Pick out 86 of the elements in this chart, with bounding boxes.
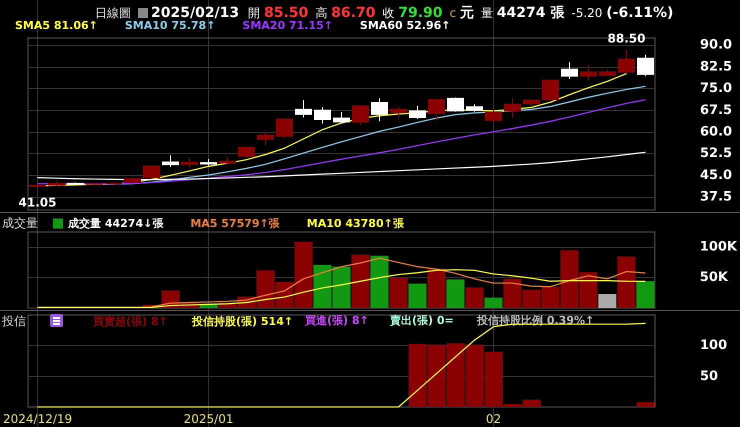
candlestick <box>447 97 464 112</box>
candlestick <box>580 64 597 81</box>
y-tick-label: 37.5 <box>700 189 732 204</box>
candlestick <box>29 184 46 188</box>
text: 高 86.70 <box>315 4 376 20</box>
text: 投信持股(張) 514↑ <box>191 315 294 328</box>
legend-label: 成交量 44274↓張 <box>67 217 164 230</box>
y-tick-label: 100K <box>700 240 738 255</box>
candlestick <box>352 105 369 126</box>
text: 量 44274 張 <box>480 5 564 21</box>
candlestick <box>599 69 616 77</box>
candlestick <box>105 182 122 185</box>
candlestick <box>67 182 84 186</box>
x-tick-label: 2024/12/19 <box>2 412 72 426</box>
bar <box>598 294 616 308</box>
text: 買賣超(張) 8↑ <box>92 315 168 328</box>
candlestick <box>466 104 483 112</box>
bar <box>389 278 408 308</box>
text: SMA20 71.15↑ <box>242 19 333 32</box>
y-axis-title: 成交量 <box>2 216 38 230</box>
text: 開 85.50 <box>248 4 308 20</box>
candlestick <box>86 182 103 186</box>
candlestick <box>333 112 350 124</box>
chart-title: 日線圖 <box>95 4 131 20</box>
candlestick <box>143 166 160 179</box>
text: -5.20 (-6.11%) <box>571 5 674 21</box>
annotation: 買進(張) 8↑ <box>304 314 369 327</box>
annotation: 88.50 <box>608 32 646 46</box>
candlestick <box>48 180 65 187</box>
candlestick <box>390 106 407 118</box>
candlestick <box>124 176 141 184</box>
text: SMA10 75.78↑ <box>124 19 216 32</box>
candlestick <box>314 106 331 124</box>
bar <box>427 268 446 308</box>
bar <box>617 256 636 308</box>
text: 收 79.90 <box>382 4 443 20</box>
bar <box>484 298 502 308</box>
bar <box>465 287 484 308</box>
chart-subtitle: 2025/02/13 <box>151 5 240 21</box>
candlestick <box>371 98 388 122</box>
bar <box>351 254 370 308</box>
candlestick <box>162 154 179 168</box>
y-tick-label: 45.0 <box>700 168 732 183</box>
candlestick <box>561 62 578 80</box>
x-tick-label: 02 <box>486 412 502 426</box>
bar <box>446 279 464 308</box>
candlestick <box>485 107 502 122</box>
y-tick-label: 100 <box>700 338 728 354</box>
candlestick <box>219 157 236 165</box>
x-tick-label: 2025/01 <box>184 412 234 426</box>
candlestick <box>504 98 521 118</box>
text: MA5 57579↑張 <box>190 217 281 230</box>
candlestick <box>238 146 255 158</box>
candlestick <box>428 99 445 121</box>
y-tick-label: 67.5 <box>700 102 732 118</box>
line-series <box>36 99 646 184</box>
candlestick <box>200 158 217 166</box>
y-tick-label: 50K <box>700 270 729 286</box>
candlestick <box>257 131 274 146</box>
y-tick-label: 60.0 <box>700 124 732 140</box>
y-tick-label: 75.0 <box>700 81 732 96</box>
candlestick <box>409 105 426 120</box>
y-tick-label: 50 <box>700 368 718 384</box>
text: c 元 <box>450 5 474 21</box>
candlestick <box>637 54 654 77</box>
annotation: 41.05 <box>18 196 56 210</box>
bar <box>636 281 654 308</box>
line-series <box>36 152 646 180</box>
y-axis-title: 投信 <box>1 314 26 328</box>
candlestick <box>618 49 635 74</box>
annotation: 賣出(張) 0= <box>389 314 454 327</box>
candlestick <box>181 158 198 168</box>
text: SMA5 81.06↑ <box>15 19 98 32</box>
y-tick-label: 52.5 <box>700 146 732 162</box>
text: MA10 43780↑張 <box>306 217 405 230</box>
bar <box>408 284 426 308</box>
candlestick <box>542 80 559 101</box>
candlestick <box>523 100 540 106</box>
line-series <box>150 258 646 308</box>
candlestick <box>276 118 293 139</box>
bar <box>370 256 388 308</box>
candlestick <box>295 100 312 118</box>
y-tick-label: 82.5 <box>700 59 732 74</box>
bar <box>636 402 654 407</box>
y-tick-label: 90.0 <box>700 38 732 53</box>
text: SMA60 52.96↑ <box>360 19 450 32</box>
